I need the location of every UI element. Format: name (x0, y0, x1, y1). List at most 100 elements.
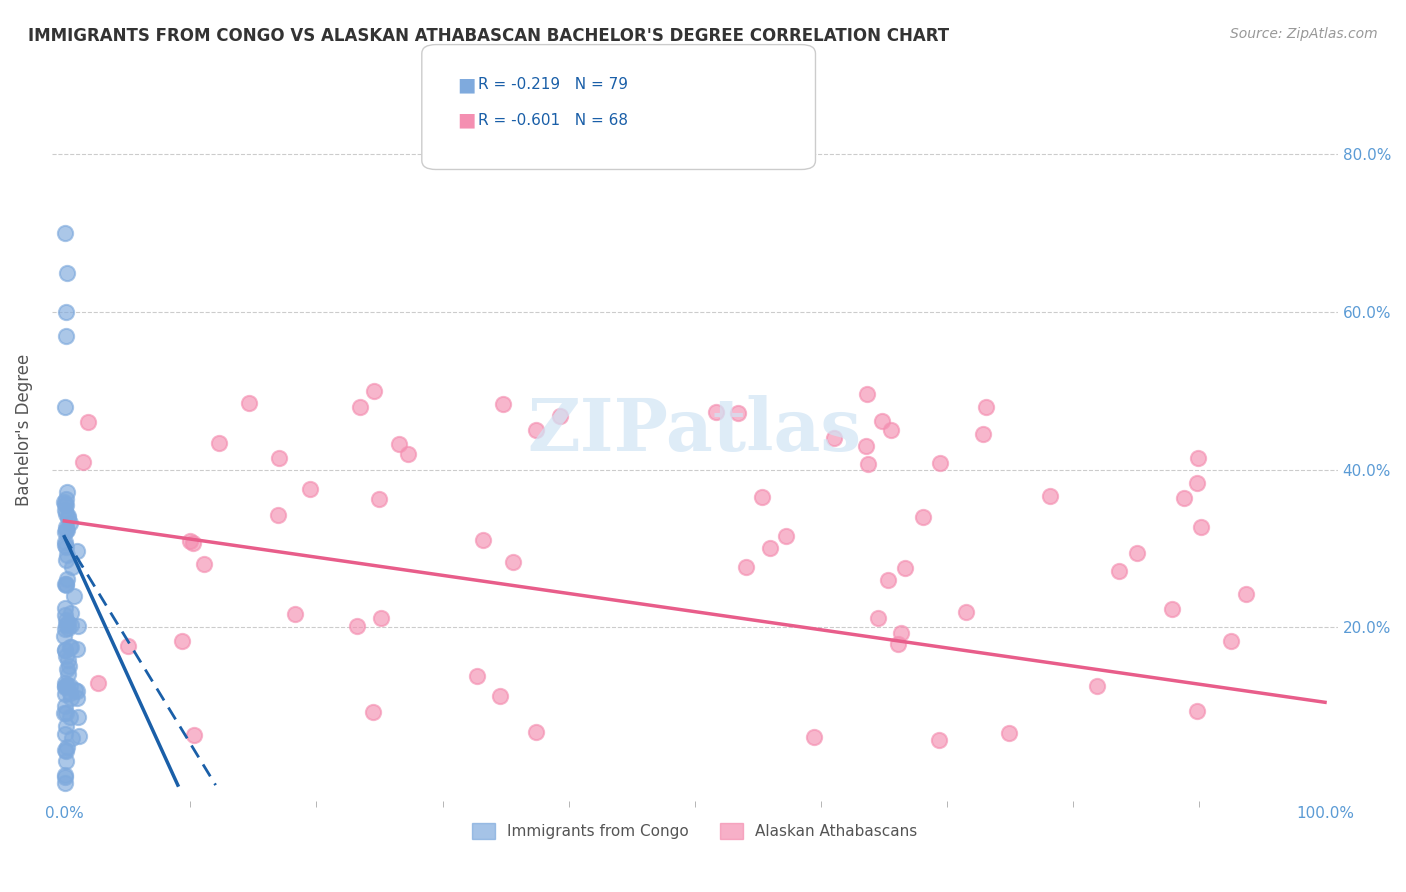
Point (60, 640, 83, 654)
Point (56, 662, 79, 676)
Point (193, 558, 215, 572)
Point (66, 618, 89, 632)
Point (55, 520, 77, 534)
Point (361, 706, 384, 720)
Point (759, 541, 782, 555)
Point (367, 491, 389, 506)
Point (65, 682, 87, 697)
Point (53, 679, 76, 693)
Point (56, 511, 79, 525)
Point (890, 626, 912, 640)
Point (53, 623, 76, 637)
Point (53, 743, 76, 757)
Point (346, 618, 368, 632)
Point (183, 728, 205, 742)
Point (66, 642, 89, 657)
Point (928, 733, 950, 747)
Point (170, 634, 193, 648)
Point (53, 601, 76, 615)
Point (53, 524, 76, 539)
Point (1085, 679, 1108, 693)
Point (775, 529, 797, 543)
Text: R = -0.219   N = 79: R = -0.219 N = 79 (478, 78, 628, 92)
Point (349, 400, 371, 414)
Point (77, 415, 100, 429)
Point (55, 706, 77, 721)
Point (502, 555, 524, 569)
Point (55, 754, 77, 768)
Point (489, 689, 512, 703)
Point (1161, 602, 1184, 616)
Point (55, 484, 77, 499)
Point (181, 536, 204, 550)
Point (868, 611, 890, 625)
Text: Source: ZipAtlas.com: Source: ZipAtlas.com (1230, 27, 1378, 41)
Point (59, 679, 82, 693)
Point (55, 305, 77, 319)
Point (363, 384, 385, 398)
Point (179, 533, 201, 548)
Point (886, 637, 908, 651)
Point (55, 578, 77, 592)
Point (53, 538, 76, 552)
Point (53, 503, 76, 517)
Point (59, 710, 82, 724)
Point (997, 726, 1019, 740)
Point (370, 611, 392, 625)
Point (879, 423, 901, 437)
Point (59, 516, 82, 530)
Point (751, 490, 773, 504)
Point (803, 730, 825, 744)
Point (972, 427, 994, 442)
Point (63, 589, 86, 603)
Point (465, 669, 488, 683)
Point (53, 675, 76, 690)
Point (53, 226, 76, 240)
Point (53, 687, 76, 701)
Point (53, 643, 76, 657)
Point (56, 740, 79, 755)
Legend: Immigrants from Congo, Alaskan Athabascans: Immigrants from Congo, Alaskan Athabasca… (467, 817, 924, 845)
Point (266, 508, 288, 522)
Point (55, 507, 77, 521)
Point (55, 540, 77, 554)
Point (53, 768, 76, 782)
Point (284, 607, 307, 622)
Point (62, 559, 84, 574)
Point (856, 457, 879, 471)
Point (472, 533, 495, 548)
Point (55, 678, 77, 692)
Point (955, 606, 977, 620)
Point (870, 414, 893, 428)
Point (67, 729, 90, 743)
Point (1234, 587, 1257, 601)
Point (55, 613, 77, 627)
Point (56, 615, 79, 630)
Point (53, 706, 76, 720)
Point (856, 387, 879, 401)
Point (66, 710, 89, 724)
Point (1039, 489, 1062, 503)
Point (55, 643, 77, 657)
Point (56, 573, 79, 587)
Point (1185, 704, 1208, 718)
Point (1126, 546, 1149, 560)
Text: ZIPatlas: ZIPatlas (527, 395, 862, 466)
Point (727, 407, 749, 421)
Point (59, 640, 82, 654)
Point (823, 431, 845, 445)
Point (524, 725, 547, 739)
Point (55, 719, 77, 733)
Point (491, 397, 513, 411)
Point (117, 639, 139, 653)
Point (53, 607, 76, 622)
Point (58, 621, 80, 635)
Point (72, 455, 94, 469)
Point (59, 691, 82, 706)
Point (53, 776, 76, 790)
Point (1189, 520, 1212, 534)
Point (53, 400, 76, 414)
Point (855, 439, 877, 453)
Point (55, 744, 77, 758)
Point (524, 423, 547, 437)
